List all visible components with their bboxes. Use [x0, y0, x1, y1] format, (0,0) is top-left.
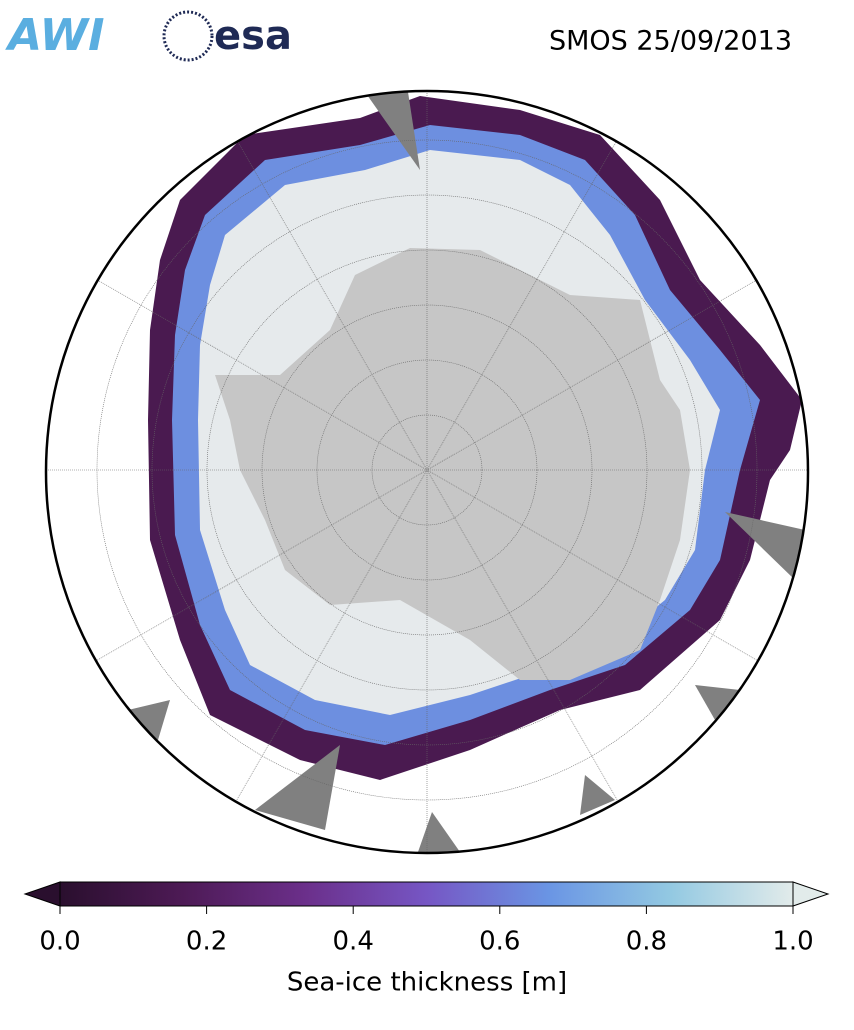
- esa-logo: esa: [214, 13, 292, 59]
- land-mask: [128, 700, 170, 740]
- logos: AWI esa: [5, 10, 292, 62]
- colorbar-tick-label: 1.0: [772, 927, 813, 957]
- colorbar-tick-label: 0.4: [333, 927, 374, 957]
- colorbar-scale: [59, 881, 794, 907]
- map-border: [44, 89, 810, 855]
- colorbar-extend-max: [792, 881, 830, 907]
- antarctica: [215, 248, 690, 680]
- land-mask: [418, 812, 460, 852]
- colorbar-extend-min: [23, 881, 61, 907]
- colorbar-tick-label: 0.0: [39, 927, 80, 957]
- colorbar-tick-label: 0.2: [186, 927, 227, 957]
- map-title: SMOS 25/09/2013: [549, 26, 792, 57]
- land-mask: [725, 512, 805, 580]
- awi-logo: AWI: [5, 10, 105, 61]
- land-mask: [365, 92, 420, 170]
- colorbar-label: Sea-ice thickness [m]: [287, 968, 567, 998]
- colorbar-tick-label: 0.6: [479, 927, 520, 957]
- land-mask: [255, 745, 340, 830]
- esa-emblem: [162, 10, 214, 62]
- land-mask: [580, 775, 615, 815]
- map: [46, 91, 808, 853]
- colorbar: Sea-ice thickness [m] 0.0 0.2 0.4 0.6 0.8 1.0: [23, 881, 830, 998]
- land-mask: [695, 685, 740, 720]
- colorbar-tick-label: 0.8: [626, 927, 667, 957]
- graticule: [46, 91, 808, 853]
